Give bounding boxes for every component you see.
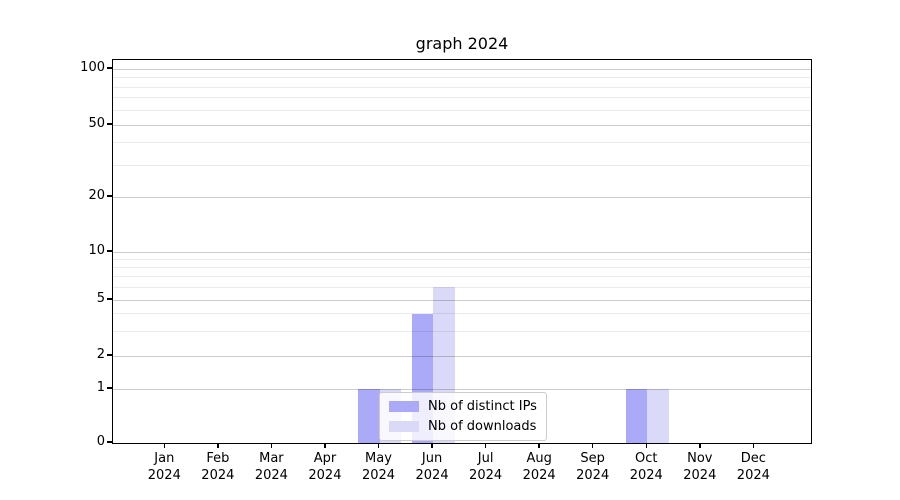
- x-tick-mark-Oct: [645, 443, 647, 448]
- x-tick-year-May: 2024: [361, 468, 396, 483]
- gridline-minor-60: [113, 109, 811, 111]
- legend-item-distinct-ips: Nb of distinct IPs: [389, 398, 537, 415]
- x-tick-month-Mar: Mar: [259, 451, 284, 466]
- x-tick-label-Dec: Dec 2024: [725, 450, 781, 484]
- x-tick-mark-Dec: [752, 443, 755, 448]
- x-tick-year-Sep: 2024: [576, 468, 610, 483]
- x-tick-month-Feb: Feb: [206, 451, 230, 466]
- gridline-minor-9: [113, 258, 811, 260]
- gridline-minor-70: [113, 97, 811, 99]
- x-tick-label-Jul: Jul 2024: [458, 450, 514, 484]
- y-tick-mark-100: [107, 67, 112, 69]
- legend: Nb of distinct IPs Nb of downloads: [379, 392, 547, 441]
- x-tick-mark-Aug: [538, 443, 540, 448]
- x-tick-label-Apr: Apr 2024: [297, 450, 353, 484]
- x-tick-month-Dec: Dec: [740, 451, 766, 466]
- chart-title: graph 2024: [415, 34, 509, 53]
- bar-ips-May: [358, 389, 380, 443]
- x-tick-month-Apr: Apr: [313, 451, 337, 466]
- x-tick-label-Oct: Oct 2024: [618, 450, 674, 484]
- minor-gridlines: [113, 60, 811, 443]
- x-tick-mark-May: [377, 443, 380, 448]
- y-tick-mark-2: [107, 354, 112, 356]
- legend-swatch-downloads: [389, 421, 419, 432]
- x-tick-year-Aug: 2024: [522, 468, 556, 483]
- gridline-major-50: [113, 124, 811, 126]
- gridline-minor-3: [113, 330, 811, 332]
- bar-downloads-Oct: [647, 389, 669, 443]
- y-tick-label-20: 20: [88, 188, 105, 203]
- y-tick-mark-1: [107, 387, 112, 389]
- gridline-minor-8: [113, 266, 811, 268]
- x-tick-mark-Jan: [163, 443, 166, 448]
- gridline-minor-6: [113, 286, 811, 288]
- x-tick-month-Aug: Aug: [526, 451, 552, 466]
- legend-swatch-distinct-ips: [389, 401, 419, 412]
- x-tick-label-May: May 2024: [351, 450, 407, 484]
- x-tick-month-Jun: Jun: [421, 451, 443, 466]
- legend-label-distinct-ips: Nb of distinct IPs: [428, 399, 537, 414]
- x-tick-year-Jan: 2024: [147, 468, 181, 483]
- x-tick-label-Aug: Aug 2024: [511, 450, 567, 484]
- x-tick-month-Sep: Sep: [580, 451, 605, 466]
- y-tick-mark-20: [107, 195, 112, 197]
- y-tick-mark-10: [107, 250, 112, 252]
- x-tick-mark-Sep: [591, 443, 594, 448]
- gridline-major-2: [113, 355, 811, 357]
- gridline-minor-30: [113, 164, 811, 166]
- x-tick-month-Nov: Nov: [687, 451, 713, 466]
- gridline-major-10: [113, 251, 811, 253]
- x-tick-mark-Jul: [484, 443, 487, 448]
- x-tick-year-Mar: 2024: [254, 468, 288, 483]
- bar-ips-Oct: [625, 389, 648, 443]
- x-tick-mark-Jun: [431, 443, 433, 448]
- major-gridlines: [113, 60, 811, 443]
- x-tick-label-Sep: Sep 2024: [565, 450, 621, 484]
- gridline-major-20: [113, 196, 811, 198]
- plot-area: [112, 59, 812, 444]
- y-tick-label-100: 100: [80, 60, 105, 75]
- y-tick-label-1: 1: [96, 380, 105, 395]
- x-tick-label-Nov: Nov 2024: [672, 450, 728, 484]
- gridline-minor-40: [113, 142, 811, 144]
- y-tick-mark-5: [107, 298, 112, 300]
- gridline-minor-80: [113, 86, 811, 88]
- legend-item-downloads: Nb of downloads: [389, 418, 537, 435]
- x-tick-label-Feb: Feb 2024: [190, 450, 246, 484]
- x-tick-month-Oct: Oct: [635, 451, 658, 466]
- x-tick-year-Feb: 2024: [201, 468, 235, 483]
- x-tick-label-Mar: Mar 2024: [243, 450, 299, 484]
- x-tick-year-Apr: 2024: [308, 468, 342, 483]
- x-tick-mark-Mar: [270, 443, 273, 448]
- x-tick-mark-Feb: [217, 443, 219, 448]
- gridline-minor-4: [113, 313, 811, 315]
- gridline-major-1: [113, 388, 811, 390]
- y-tick-label-50: 50: [88, 116, 105, 131]
- x-tick-month-Jan: Jan: [154, 451, 175, 466]
- y-tick-label-10: 10: [88, 243, 105, 258]
- x-tick-month-Jul: Jul: [477, 451, 494, 466]
- y-tick-mark-0: [107, 441, 112, 443]
- x-tick-mark-Nov: [699, 443, 701, 448]
- gridline-minor-7: [113, 276, 811, 278]
- x-tick-year-Oct: 2024: [629, 468, 663, 483]
- y-tick-label-5: 5: [96, 291, 105, 306]
- x-tick-label-Jan: Jan 2024: [136, 450, 192, 484]
- x-tick-year-Jul: 2024: [469, 468, 503, 483]
- y-tick-label-0: 0: [96, 434, 105, 449]
- gridline-minor-90: [113, 77, 811, 78]
- x-tick-year-Dec: 2024: [736, 468, 770, 483]
- x-tick-mark-Apr: [324, 443, 326, 448]
- y-tick-label-2: 2: [96, 347, 105, 362]
- legend-label-downloads: Nb of downloads: [428, 419, 537, 434]
- gridline-major-5: [113, 299, 811, 301]
- gridline-major-100: [113, 68, 811, 70]
- y-tick-mark-50: [107, 123, 112, 125]
- x-tick-year-Nov: 2024: [683, 468, 717, 483]
- x-tick-label-Jun: Jun 2024: [404, 450, 460, 484]
- x-tick-year-Jun: 2024: [415, 468, 449, 483]
- x-tick-month-May: May: [365, 451, 392, 466]
